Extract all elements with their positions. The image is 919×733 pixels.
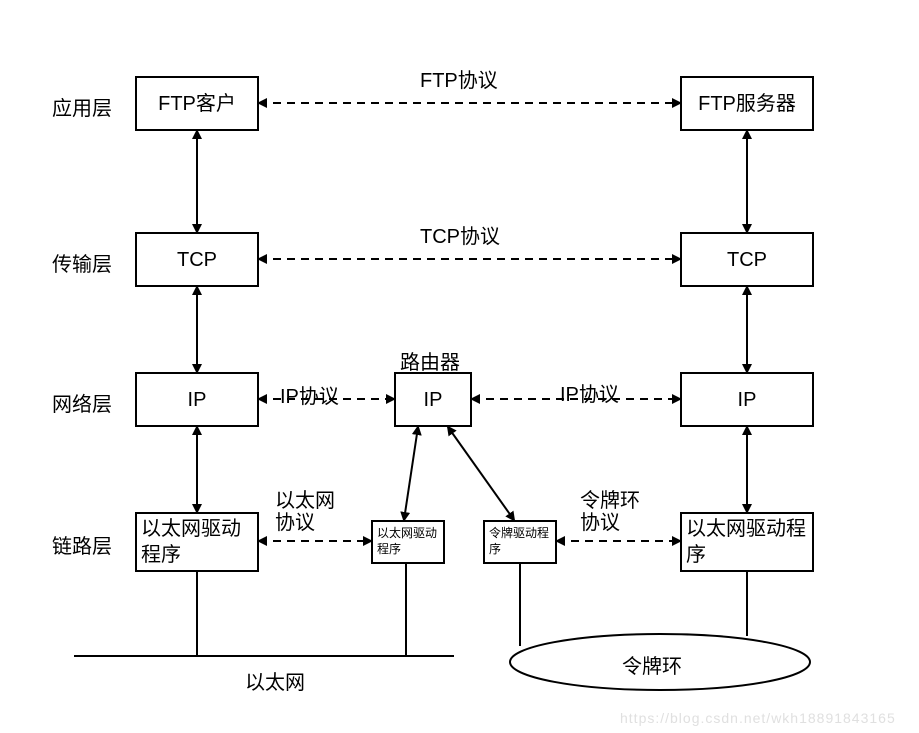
token-ring-label: 令牌环 <box>622 650 682 679</box>
eth-driver-mid-box: 以太网驱动程序 <box>371 520 445 564</box>
ip-left-box: IP <box>135 372 259 427</box>
layer-trans-label: 传输层 <box>52 248 112 277</box>
tcp-right-box: TCP <box>680 232 814 287</box>
ftp-server-box: FTP服务器 <box>680 76 814 131</box>
ethernet-label: 以太网 <box>245 666 305 695</box>
ftp-client-box: FTP客户 <box>135 76 259 131</box>
ip-protocol-right-label: IP协议 <box>560 378 619 407</box>
ip-protocol-left-label: IP协议 <box>280 380 339 409</box>
eth-protocol-line1: 以太网 <box>275 490 335 512</box>
tcp-left-box: TCP <box>135 232 259 287</box>
eth-driver-left-box: 以太网驱动程序 <box>135 512 259 572</box>
token-protocol-label: 令牌环 协议 <box>580 490 640 534</box>
ip-right-box: IP <box>680 372 814 427</box>
eth-protocol-label: 以太网 协议 <box>275 490 335 534</box>
layer-app-label: 应用层 <box>52 92 112 121</box>
eth-protocol-line2: 协议 <box>275 512 315 534</box>
tcp-protocol-label: TCP协议 <box>420 220 500 249</box>
layer-net-label: 网络层 <box>52 388 112 417</box>
layer-link-label: 链路层 <box>52 530 112 559</box>
diagram-canvas: 应用层 传输层 网络层 链路层 路由器 FTP协议 TCP协议 IP协议 IP协… <box>0 0 919 733</box>
eth-driver-right-box: 以太网驱动程序 <box>680 512 814 572</box>
token-driver-mid-box: 令牌驱动程序 <box>483 520 557 564</box>
ip-mid-box: IP <box>394 372 472 427</box>
ftp-protocol-label: FTP协议 <box>420 64 498 93</box>
router-label: 路由器 <box>400 346 460 375</box>
token-protocol-line2: 协议 <box>580 512 620 534</box>
token-protocol-line1: 令牌环 <box>580 490 640 512</box>
